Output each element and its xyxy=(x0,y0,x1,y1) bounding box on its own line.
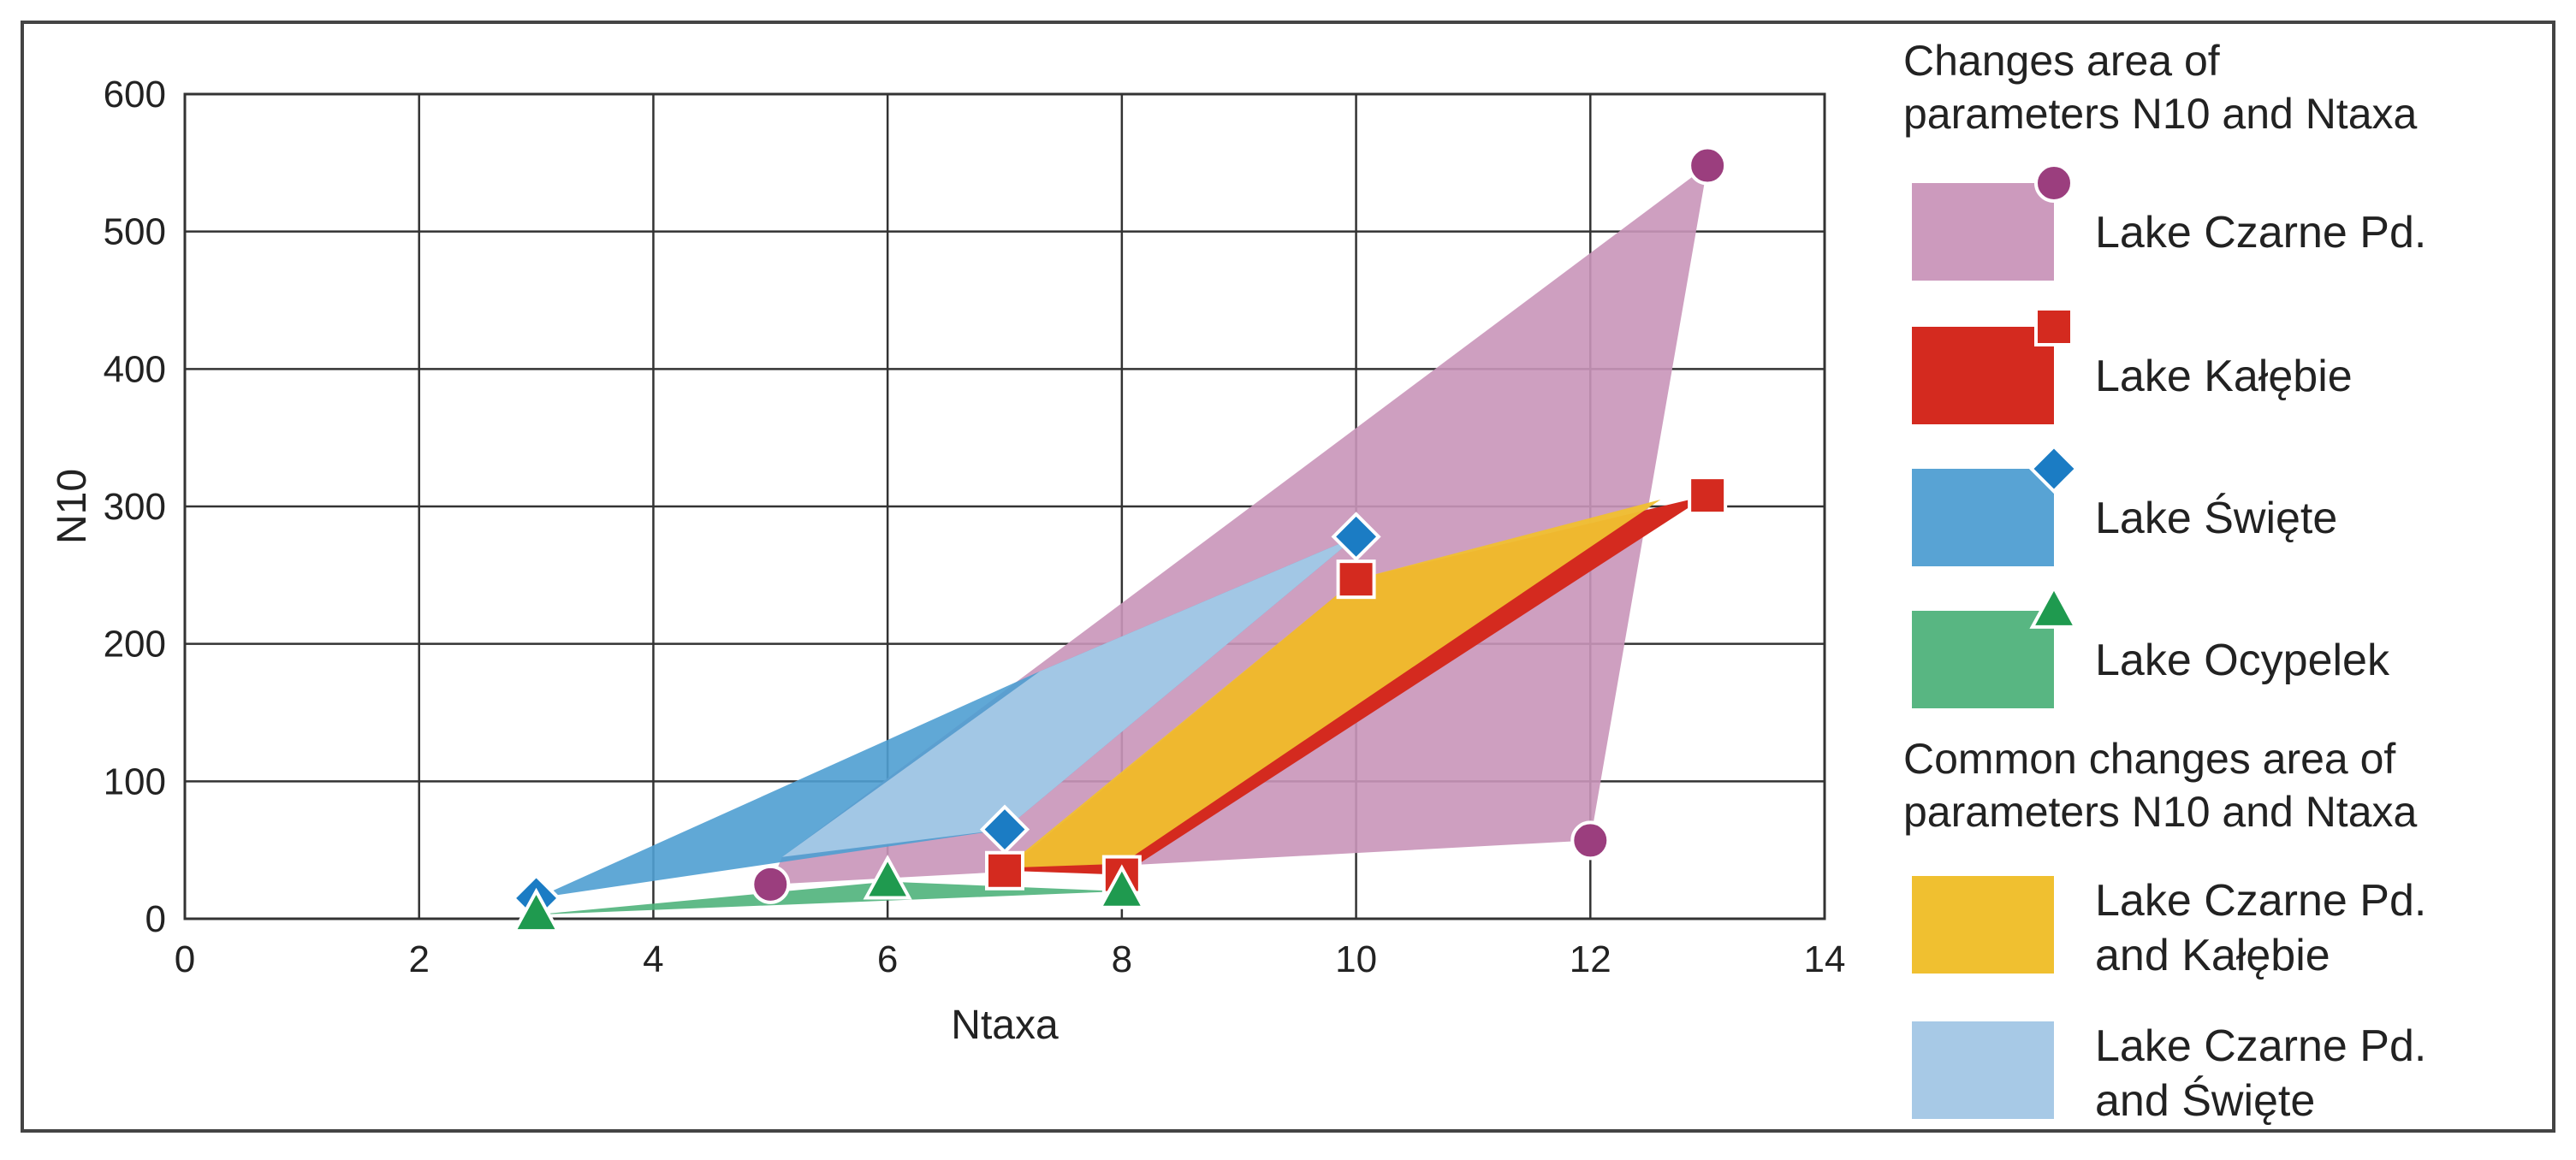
square-marker xyxy=(985,850,1024,891)
legend-label: Lake Czarne Pd. xyxy=(2095,208,2426,257)
square-marker xyxy=(1688,476,1728,516)
x-tick-label: 2 xyxy=(408,938,429,980)
legend-label: Lake Ocypelek xyxy=(2095,636,2390,685)
legend-swatch xyxy=(1912,183,2054,281)
legend-title: parameters N10 and Ntaxa xyxy=(1903,788,2418,836)
legend-common-swatch xyxy=(1912,876,2054,974)
y-tick-label: 100 xyxy=(104,761,166,802)
y-tick-label: 300 xyxy=(104,486,166,528)
legend-swatch xyxy=(1912,611,2054,708)
legend-label: Lake Czarne Pd. xyxy=(2095,876,2426,926)
x-tick-label: 14 xyxy=(1804,938,1846,980)
legend-label: and Święte xyxy=(2095,1075,2315,1126)
common-area xyxy=(1005,499,1661,868)
legend-common-swatch xyxy=(1912,1021,2054,1119)
diamond-marker xyxy=(979,804,1030,855)
legend-circle-marker xyxy=(2034,163,2074,203)
y-tick-label: 500 xyxy=(104,211,166,253)
y-tick-label: 400 xyxy=(104,348,166,390)
x-tick-label: 0 xyxy=(175,938,195,980)
common-area xyxy=(781,536,1356,857)
circle-marker xyxy=(1688,145,1728,186)
triangle-marker xyxy=(863,855,912,900)
diamond-marker xyxy=(1331,512,1381,562)
y-tick-label: 600 xyxy=(104,74,166,115)
legend-diamond-marker xyxy=(2028,443,2080,494)
x-tick-label: 6 xyxy=(877,938,898,980)
legend-title: parameters N10 and Ntaxa xyxy=(1903,90,2418,138)
legend-swatch xyxy=(1912,469,2054,566)
triangle-marker xyxy=(1097,864,1147,909)
circle-marker xyxy=(751,864,791,904)
legend-title: Changes area of xyxy=(1903,37,2220,85)
square-marker xyxy=(1336,559,1376,600)
chart: 0 2 4 6 8 10 12 14 0 100 200 300 400 500 600 Ntaxa N10 C… xyxy=(50,37,2426,1126)
x-tick-label: 4 xyxy=(643,938,663,980)
figure-frame: 0 2 4 6 8 10 12 14 0 100 200 300 400 500 600 Ntaxa N10 C… xyxy=(21,21,2555,1133)
circle-marker xyxy=(1570,820,1611,861)
legend-label: and Kałębie xyxy=(2095,931,2330,980)
x-axis-title: Ntaxa xyxy=(951,1003,1059,1048)
y-tick-label: 200 xyxy=(104,624,166,666)
legend-triangle-marker xyxy=(2029,583,2079,629)
legend-title: Common changes area of xyxy=(1903,735,2395,783)
x-tick-label: 8 xyxy=(1112,938,1132,980)
y-tick-label: 0 xyxy=(145,898,166,940)
x-tick-label: 12 xyxy=(1570,938,1611,980)
x-tick-label: 10 xyxy=(1335,938,1377,980)
legend-label: Lake Czarne Pd. xyxy=(2095,1021,2426,1071)
y-axis-title: N10 xyxy=(50,469,95,544)
legend-swatch xyxy=(1912,327,2054,424)
legend-label: Lake Kałębie xyxy=(2095,352,2353,401)
legend-square-marker xyxy=(2034,307,2074,346)
triangle-marker xyxy=(512,887,561,933)
area-lake-ocypelek xyxy=(536,881,1122,915)
legend-label: Lake Święte xyxy=(2095,493,2337,543)
